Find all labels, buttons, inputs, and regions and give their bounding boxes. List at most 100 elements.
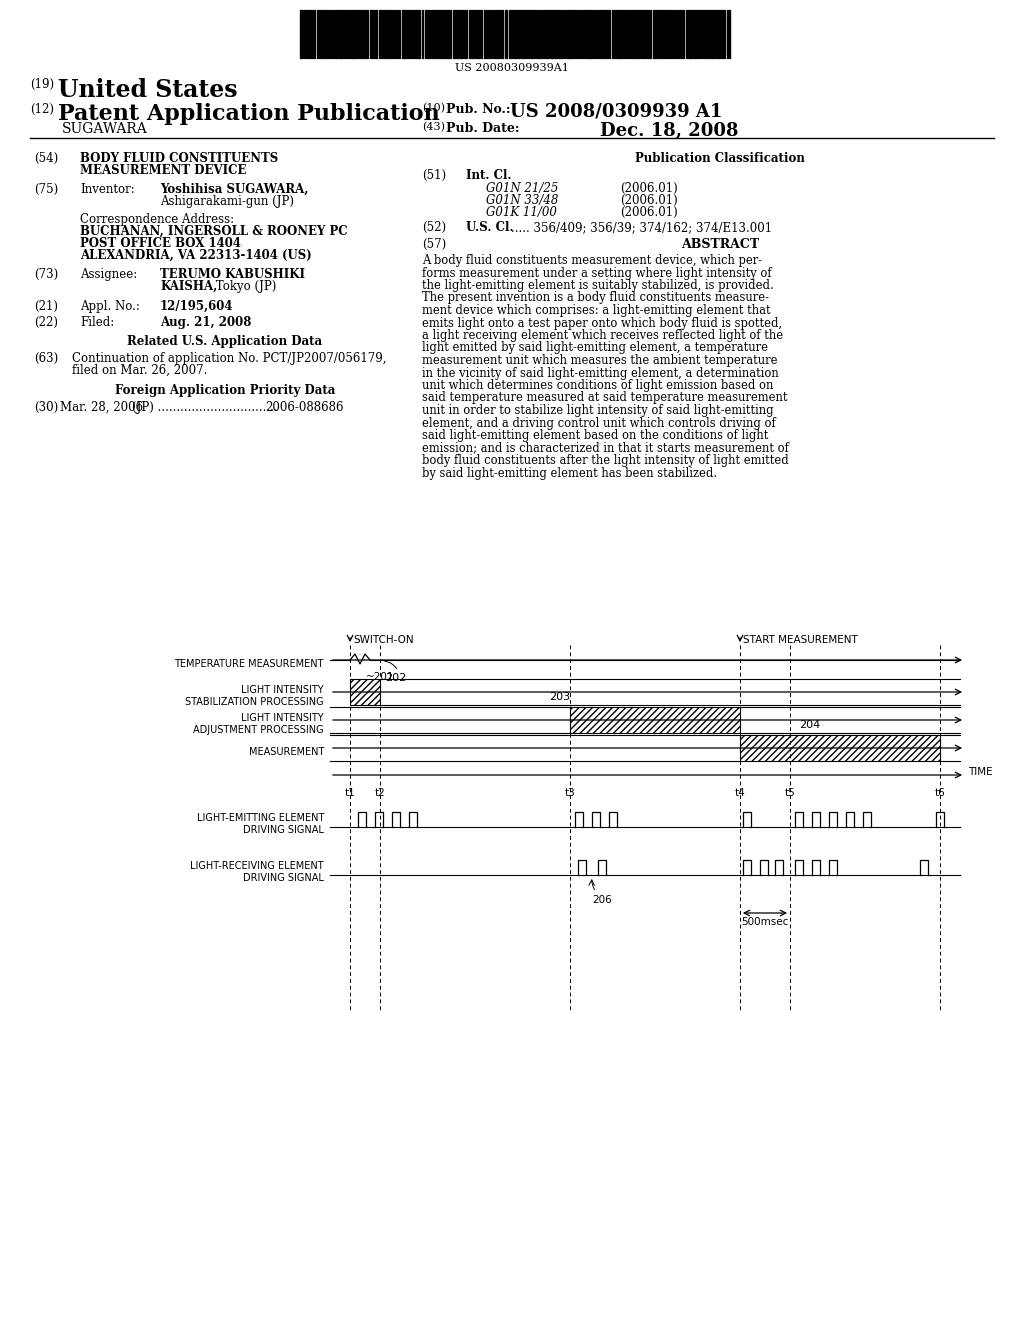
Text: Filed:: Filed: [80, 315, 115, 329]
Bar [740, 735, 940, 762]
Text: 2006-088686: 2006-088686 [265, 401, 343, 414]
Text: LIGHT-RECEIVING ELEMENT
DRIVING SIGNAL: LIGHT-RECEIVING ELEMENT DRIVING SIGNAL [190, 861, 324, 883]
Bar [321, 11, 323, 58]
Text: LIGHT INTENSITY
STABILIZATION PROCESSING: LIGHT INTENSITY STABILIZATION PROCESSING [185, 685, 324, 706]
Text: TEMPERATURE MEASUREMENT: TEMPERATURE MEASUREMENT [174, 659, 324, 669]
Bar [497, 11, 499, 58]
Text: MEASUREMENT: MEASUREMENT [249, 747, 324, 756]
Text: forms measurement under a setting where light intensity of: forms measurement under a setting where … [422, 267, 772, 280]
Bar [656, 11, 658, 58]
Text: measurement unit which measures the ambient temperature: measurement unit which measures the ambi… [422, 354, 777, 367]
Text: Assignee:: Assignee: [80, 268, 137, 281]
Text: Aug. 21, 2008: Aug. 21, 2008 [160, 315, 251, 329]
Bar [694, 11, 697, 58]
Text: (12): (12) [30, 103, 54, 116]
Bar [427, 11, 429, 58]
Text: said temperature measured at said temperature measurement: said temperature measured at said temper… [422, 392, 787, 404]
Text: KAISHA,: KAISHA, [160, 280, 217, 293]
Bar [361, 11, 362, 58]
Bar [348, 11, 350, 58]
Bar [440, 11, 442, 58]
Text: unit in order to stabilize light intensity of said light-emitting: unit in order to stabilize light intensi… [422, 404, 773, 417]
Bar [443, 11, 445, 58]
Text: t4: t4 [734, 788, 745, 799]
Bar [601, 11, 603, 58]
Text: Dec. 18, 2008: Dec. 18, 2008 [600, 121, 738, 140]
Text: Correspondence Address:: Correspondence Address: [80, 213, 234, 226]
Bar [546, 11, 548, 58]
Text: G01N 33/48: G01N 33/48 [486, 194, 558, 207]
Bar [570, 11, 572, 58]
Bar [604, 11, 606, 58]
Text: ~201: ~201 [366, 672, 394, 682]
Bar [709, 11, 711, 58]
Text: US 20080309939A1: US 20080309939A1 [455, 63, 569, 73]
Bar [354, 11, 356, 58]
Bar [653, 11, 655, 58]
Text: a light receiving element which receives reflected light of the: a light receiving element which receives… [422, 329, 783, 342]
Bar [528, 11, 530, 58]
Text: ..... 356/409; 356/39; 374/162; 374/E13.001: ..... 356/409; 356/39; 374/162; 374/E13.… [511, 220, 772, 234]
Text: START MEASUREMENT: START MEASUREMENT [743, 635, 858, 645]
Bar [465, 11, 467, 58]
Text: Continuation of application No. PCT/JP2007/056179,: Continuation of application No. PCT/JP20… [72, 352, 386, 366]
Text: light emitted by said light-emitting element, a temperature: light emitted by said light-emitting ele… [422, 342, 768, 355]
Bar [432, 11, 434, 58]
Text: 12/195,604: 12/195,604 [160, 300, 233, 313]
Bar [706, 11, 708, 58]
Text: emits light onto a test paper onto which body fluid is spotted,: emits light onto a test paper onto which… [422, 317, 782, 330]
Text: ABSTRACT: ABSTRACT [681, 238, 759, 251]
Text: t2: t2 [375, 788, 385, 799]
Text: 203: 203 [550, 692, 570, 702]
Text: TERUMO KABUSHIKI: TERUMO KABUSHIKI [160, 268, 305, 281]
Bar [340, 11, 343, 58]
Text: G01N 21/25: G01N 21/25 [486, 182, 558, 195]
Text: (43): (43) [422, 121, 445, 132]
Bar [523, 11, 525, 58]
Bar [437, 11, 439, 58]
Text: ALEXANDRIA, VA 22313-1404 (US): ALEXANDRIA, VA 22313-1404 (US) [80, 249, 311, 261]
Text: MEASUREMENT DEVICE: MEASUREMENT DEVICE [80, 164, 247, 177]
Text: SWITCH-ON: SWITCH-ON [353, 635, 414, 645]
Bar [518, 11, 520, 58]
Text: body fluid constituents after the light intensity of light emitted: body fluid constituents after the light … [422, 454, 788, 467]
Text: t3: t3 [564, 788, 575, 799]
Text: Inventor:: Inventor: [80, 183, 135, 195]
Text: (22): (22) [34, 315, 58, 329]
Text: (JP) ................................: (JP) ................................ [132, 401, 278, 414]
Bar [712, 11, 714, 58]
Bar [370, 11, 372, 58]
Text: by said light-emitting element has been stabilized.: by said light-emitting element has been … [422, 466, 717, 479]
Bar [590, 11, 592, 58]
Text: (2006.01): (2006.01) [620, 194, 678, 207]
Text: ment device which comprises: a light-emitting element that: ment device which comprises: a light-emi… [422, 304, 771, 317]
Text: 202: 202 [385, 673, 407, 682]
Text: Tokyo (JP): Tokyo (JP) [212, 280, 276, 293]
Bar [531, 11, 534, 58]
Text: (51): (51) [422, 169, 446, 182]
Bar [587, 11, 589, 58]
Bar [505, 11, 507, 58]
Bar [570, 708, 740, 733]
Text: filed on Mar. 26, 2007.: filed on Mar. 26, 2007. [72, 364, 208, 378]
Text: Pub. Date:: Pub. Date: [446, 121, 519, 135]
Text: Yoshihisa SUGAWARA,: Yoshihisa SUGAWARA, [160, 183, 308, 195]
Text: element, and a driving control unit which controls driving of: element, and a driving control unit whic… [422, 417, 776, 429]
Bar [484, 11, 486, 58]
Bar [662, 11, 663, 58]
Text: (10): (10) [422, 103, 445, 114]
Text: (57): (57) [422, 238, 446, 251]
Text: LIGHT INTENSITY
ADJUSTMENT PROCESSING: LIGHT INTENSITY ADJUSTMENT PROCESSING [194, 713, 324, 735]
Bar [335, 11, 337, 58]
Bar [310, 11, 312, 58]
Text: (2006.01): (2006.01) [620, 206, 678, 219]
Text: POST OFFICE BOX 1404: POST OFFICE BOX 1404 [80, 238, 241, 249]
Bar [412, 11, 414, 58]
Bar [350, 678, 380, 705]
Text: the light-emitting element is suitably stabilized, is provided.: the light-emitting element is suitably s… [422, 279, 774, 292]
Text: The present invention is a body fluid constituents measure-: The present invention is a body fluid co… [422, 292, 769, 305]
Bar [551, 11, 553, 58]
Bar [688, 11, 691, 58]
Text: t1: t1 [345, 788, 355, 799]
Text: US 2008/0309939 A1: US 2008/0309939 A1 [510, 103, 722, 121]
